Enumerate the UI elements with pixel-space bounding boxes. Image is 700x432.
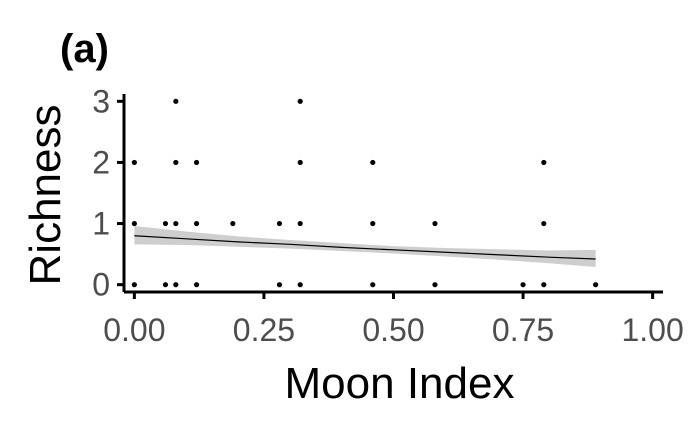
data-point [520,282,526,288]
data-point [432,282,438,288]
data-point [193,159,200,166]
data-point [276,220,283,227]
plot-area [131,98,599,288]
data-point [297,159,303,166]
data-point [541,220,547,227]
data-point [432,220,438,227]
data-point [593,282,599,288]
confidence-ribbon [134,226,596,267]
data-point [193,220,200,227]
data-point [131,159,137,166]
x-axis-ticks: 0.00 0.25 0.50 0.75 1.00 [103,292,684,348]
data-points [131,98,599,288]
trend-line [134,235,596,260]
y-tick-label: 0 [92,267,110,303]
data-point [173,282,179,288]
y-tick-label: 1 [92,206,110,242]
y-axis-ticks: 0 1 2 3 [92,83,124,303]
data-point [370,159,376,166]
data-point [370,282,376,288]
x-tick-label: 1.00 [621,312,683,348]
x-tick-label: 0.25 [233,312,295,348]
data-point [276,282,283,288]
data-point [297,98,303,104]
data-point [541,282,547,288]
data-point [230,220,236,227]
x-tick-label: 0.75 [492,312,554,348]
x-axis-title: Moon Index [285,359,515,408]
data-point [297,282,303,288]
data-point [162,220,169,227]
data-point [541,159,547,166]
data-point [173,220,179,227]
x-tick-label: 0.50 [362,312,424,348]
y-axis-title: Richness [21,105,70,286]
data-point [131,282,137,288]
data-point [173,98,179,104]
data-point [193,282,200,288]
data-point [370,220,376,227]
y-tick-label: 2 [92,144,110,180]
y-tick-label: 3 [92,83,110,119]
data-point [297,220,303,227]
panel-label: (a) [60,27,109,71]
data-point [131,220,137,227]
data-point [162,282,169,288]
data-point [173,159,179,166]
x-tick-label: 0.00 [103,312,165,348]
